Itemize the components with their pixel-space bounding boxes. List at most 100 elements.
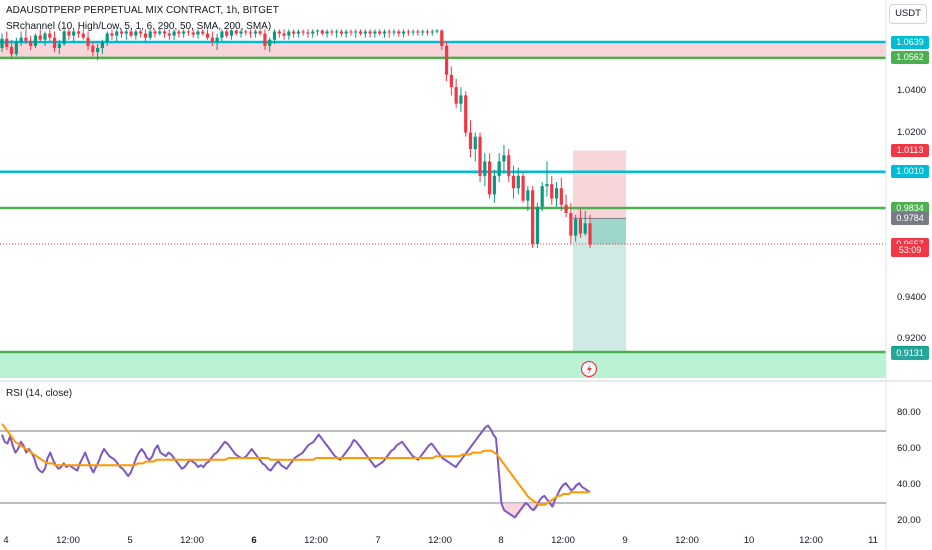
candle (182, 31, 186, 34)
candle (134, 31, 138, 36)
time-tick-label: 12:00 (551, 535, 575, 546)
candle (81, 33, 85, 38)
candle (421, 31, 425, 33)
candle (478, 136, 482, 176)
candle (177, 31, 181, 34)
candle (76, 31, 81, 34)
rsi-oversold-fill (528, 503, 532, 505)
price-tag: 0.9131 (891, 346, 929, 360)
candle (473, 136, 477, 150)
candle (124, 31, 128, 34)
candle (449, 74, 453, 88)
candle (220, 31, 224, 38)
price-tick-label: 0.9200 (897, 332, 927, 344)
candle (569, 212, 573, 236)
rsi-oversold-fill (506, 503, 510, 512)
rsi-oversold-fill (530, 503, 535, 509)
time-tick-label: 12:00 (799, 535, 823, 546)
time-tick-label: 12:00 (180, 535, 204, 546)
indicator-legend[interactable]: SRchannel (10, High/Low, 5, 1, 6, 290, 5… (6, 21, 272, 32)
candle (277, 31, 281, 34)
rsi-oversold-fill (514, 503, 519, 518)
candle (253, 31, 257, 34)
candle (320, 30, 324, 34)
candle (550, 184, 554, 199)
candle (72, 31, 76, 36)
candle (196, 31, 200, 35)
candle (96, 47, 100, 53)
candle (416, 31, 420, 33)
candle (143, 33, 148, 38)
time-tick-label: 12:00 (56, 535, 80, 546)
time-tick-label: 12:00 (304, 535, 328, 546)
rsi-oversold-fill (517, 503, 521, 514)
short-position-tool[interactable] (573, 150, 626, 352)
rsi-oversold-fill (504, 503, 508, 511)
candle (325, 31, 329, 34)
candle (382, 31, 387, 34)
candle (268, 39, 272, 46)
candle (86, 37, 90, 46)
candle (67, 31, 71, 36)
price-tick-label: 1.0200 (897, 126, 927, 138)
candle (191, 32, 195, 35)
candle (62, 31, 66, 44)
candle (311, 31, 315, 34)
candle (229, 30, 234, 36)
candle (115, 31, 119, 36)
candle (559, 188, 563, 205)
price-tag: 1.0639 (891, 35, 929, 49)
price-tag: 0.9834 (891, 201, 929, 215)
candle (186, 31, 191, 33)
rsi-tick-label: 60.00 (897, 443, 921, 454)
candle (234, 30, 238, 34)
candle (239, 31, 243, 34)
rsi-ma-line (1, 423, 590, 506)
candle (521, 175, 525, 201)
candle (535, 206, 540, 244)
rsi-legend[interactable]: RSI (14, close) (6, 388, 73, 399)
candle (397, 31, 401, 34)
currency-button[interactable]: USDT (889, 4, 927, 24)
time-tick-label: 6 (251, 535, 257, 546)
candle (0, 38, 4, 48)
candle (52, 37, 57, 48)
candle (29, 40, 33, 46)
candle (248, 32, 253, 34)
candle (282, 33, 286, 36)
candle (100, 41, 104, 48)
candle (354, 31, 358, 33)
candle (411, 31, 415, 33)
sr-zones (0, 42, 886, 378)
candle (205, 33, 210, 38)
candle (502, 155, 506, 162)
candle (406, 31, 410, 33)
candle (38, 35, 42, 40)
price-tick-label: 0.9400 (897, 291, 927, 303)
price-tag: 53:09 (891, 244, 929, 258)
candle (540, 186, 544, 207)
candle (583, 223, 587, 234)
alert-icon[interactable] (580, 360, 598, 378)
time-tick-label: 10 (743, 535, 755, 546)
candle (19, 37, 23, 42)
time-tick-label: 12:00 (675, 535, 699, 546)
candle (363, 31, 367, 34)
candle (511, 175, 516, 189)
sr-level-lines (0, 40, 886, 354)
candle (57, 43, 61, 48)
candle (335, 31, 339, 33)
candle (201, 31, 205, 34)
candle (48, 33, 52, 38)
candle (387, 31, 391, 33)
candle (296, 31, 300, 34)
rsi-tick-label: 20.00 (897, 515, 921, 526)
chart-title[interactable]: ADAUSDTPERP PERPETUAL MIX CONTRACT, 1h, … (6, 5, 279, 16)
candle (14, 41, 18, 55)
candle (574, 219, 578, 236)
sr-zone-1 (0, 352, 886, 378)
candle (578, 219, 583, 234)
candle (368, 31, 372, 34)
candle (172, 31, 176, 36)
